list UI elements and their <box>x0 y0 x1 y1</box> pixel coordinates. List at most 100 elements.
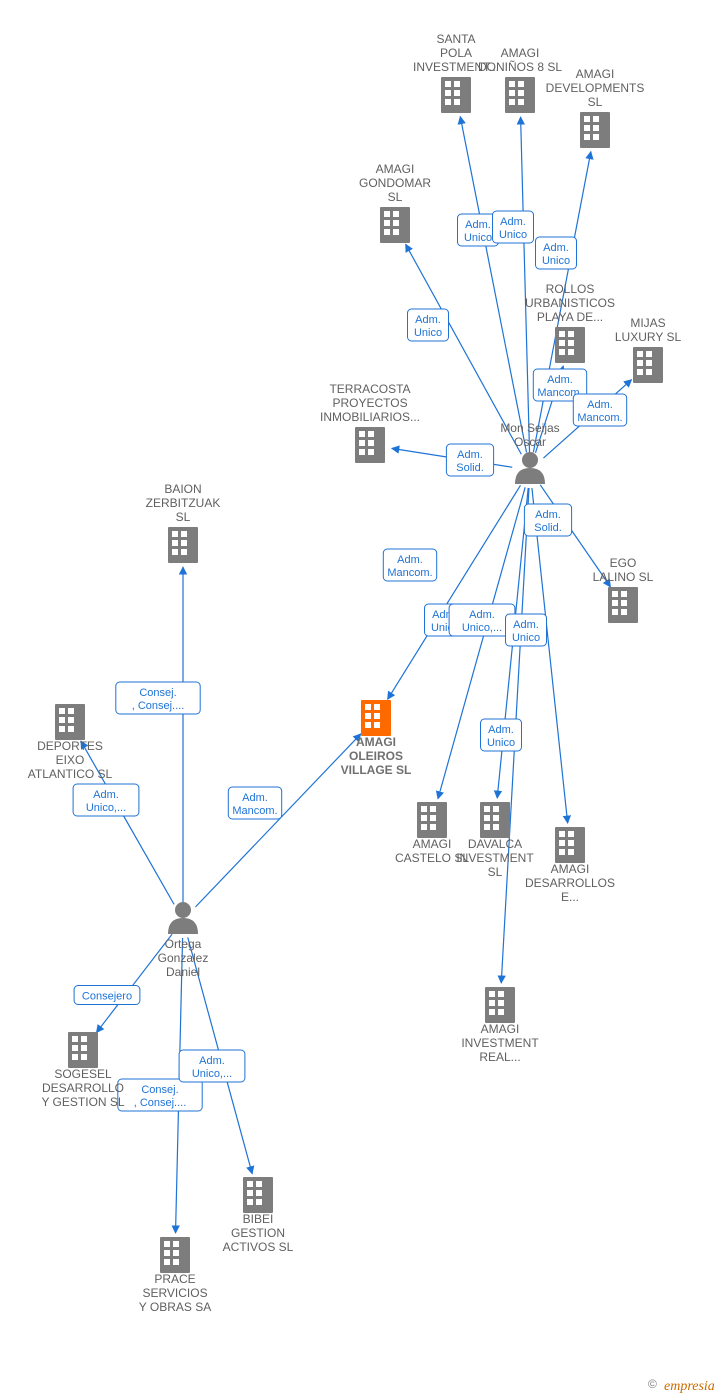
company-node[interactable]: MIJASLUXURY SL <box>615 316 682 383</box>
company-node[interactable]: AMAGIOLEIROSVILLAGE SL <box>341 700 412 777</box>
edge-label: Unico,... <box>462 622 502 634</box>
node-label: INVESTMENT <box>456 851 534 865</box>
node-label: BAION <box>164 482 201 496</box>
edge-label: Adm. <box>469 609 495 621</box>
edge <box>81 741 174 904</box>
node-label: SL <box>588 95 603 109</box>
edge-label: Adm. <box>547 374 573 386</box>
node-label: E... <box>561 890 579 904</box>
node-label: DESARROLLOS <box>525 876 615 890</box>
node-label: Oscar <box>514 435 546 449</box>
building-icon <box>168 527 198 563</box>
node-label: DAVALCA <box>468 837 522 851</box>
copyright-symbol: © <box>648 1377 657 1391</box>
node-label: GONDOMAR <box>359 176 431 190</box>
company-node[interactable]: AMAGIGONDOMARSL <box>359 162 431 243</box>
edge-label: Solid. <box>534 522 562 534</box>
company-node[interactable]: AMAGIDEVELOPMENTSSL <box>546 67 645 148</box>
node-label: SL <box>488 865 503 879</box>
edge-label: Unico <box>464 232 492 244</box>
node-label: SERVICIOS <box>142 1286 207 1300</box>
edge-label: Mancom. <box>577 412 622 424</box>
node-label: AMAGI <box>501 46 540 60</box>
building-icon <box>555 327 585 363</box>
node-label: Y OBRAS SA <box>139 1300 211 1314</box>
node-label: GESTION <box>231 1226 285 1240</box>
company-node[interactable]: SOGESELDESARROLLOY GESTION SL <box>41 1032 124 1109</box>
node-label: SOGESEL <box>54 1067 112 1081</box>
node-label: ZERBITZUAK <box>146 496 221 510</box>
edge-label: Adm. <box>587 399 613 411</box>
edge-label: Adm. <box>513 619 539 631</box>
edge <box>532 488 568 823</box>
node-label: ROLLOS <box>546 282 595 296</box>
building-icon <box>608 587 638 623</box>
building-icon <box>68 1032 98 1068</box>
company-node[interactable]: BIBEIGESTIONACTIVOS SL <box>223 1177 294 1254</box>
edge-label: Adm. <box>465 219 491 231</box>
node-label: SANTA <box>436 32 475 46</box>
building-icon <box>555 827 585 863</box>
edge-label: Adm. <box>93 789 119 801</box>
person-node[interactable]: OrtegaGonzalezDaniel <box>158 902 209 979</box>
node-label: SL <box>388 190 403 204</box>
node-label: AMAGI <box>576 67 615 81</box>
node-label: BIBEI <box>243 1212 274 1226</box>
edge-label: Adm. <box>543 242 569 254</box>
node-label: ATLANTICO SL <box>28 767 113 781</box>
company-node[interactable]: BAIONZERBITZUAKSL <box>146 482 221 563</box>
edge-label: Solid. <box>456 462 484 474</box>
edge <box>460 117 526 453</box>
edge-label: Unico <box>487 737 515 749</box>
building-icon <box>160 1237 190 1273</box>
company-node[interactable]: AMAGIINVESTMENTREAL... <box>461 987 539 1064</box>
building-icon <box>505 77 535 113</box>
node-label: LUXURY SL <box>615 330 682 344</box>
node-label: ACTIVOS SL <box>223 1240 294 1254</box>
company-node[interactable]: PRACESERVICIOSY OBRAS SA <box>139 1237 211 1314</box>
node-label: Y GESTION SL <box>41 1095 124 1109</box>
network-diagram: Adm.UnicoAdm.UnicoAdm.UnicoAdm.UnicoAdm.… <box>0 0 728 1400</box>
edge-label: Consej. <box>141 1084 178 1096</box>
building-icon <box>633 347 663 383</box>
node-label: AMAGI <box>551 862 590 876</box>
company-node[interactable]: AMAGIDESARROLLOSE... <box>525 827 615 904</box>
node-label: DESARROLLO <box>42 1081 124 1095</box>
node-label: AMAGI <box>413 837 452 851</box>
edge <box>388 485 521 699</box>
company-node[interactable]: ROLLOSURBANISTICOSPLAYA DE... <box>525 282 615 363</box>
edge <box>96 934 172 1032</box>
edge-label: Consejero <box>82 991 132 1003</box>
company-node[interactable]: AMAGIDONIÑOS 8 SL <box>478 46 562 113</box>
node-label: DEVELOPMENTS <box>546 81 645 95</box>
node-label: POLA <box>440 46 472 60</box>
node-label: PROYECTOS <box>332 396 407 410</box>
node-label: TERRACOSTA <box>329 382 410 396</box>
node-label: PLAYA DE... <box>537 310 603 324</box>
edge-label: Adm. <box>457 449 483 461</box>
edge-label: Mancom. <box>387 567 432 579</box>
node-label: Ortega <box>165 937 202 951</box>
edge <box>195 734 360 907</box>
node-label: OLEIROS <box>349 749 403 763</box>
company-node[interactable]: DEPORTESEIXOATLANTICO SL <box>28 704 113 781</box>
building-icon <box>580 112 610 148</box>
node-label: AMAGI <box>376 162 415 176</box>
person-node[interactable]: Mon SeijasOscar <box>500 421 559 484</box>
edge-label: Unico <box>512 632 540 644</box>
node-label: Mon Seijas <box>500 421 559 435</box>
edge-label: Adm. <box>199 1055 225 1067</box>
edge-label: Adm. <box>535 509 561 521</box>
edge-label: , Consej.... <box>134 1097 187 1109</box>
building-icon <box>243 1177 273 1213</box>
node-label: MIJAS <box>630 316 665 330</box>
building-icon <box>380 207 410 243</box>
company-node[interactable]: EGOLALINO SL <box>593 556 654 623</box>
node-label: DONIÑOS 8 SL <box>478 60 562 74</box>
edge-label: , Consej.... <box>132 700 185 712</box>
company-node[interactable]: DAVALCAINVESTMENTSL <box>456 802 534 879</box>
edge-label: Unico <box>414 327 442 339</box>
edge-label: Mancom. <box>232 805 277 817</box>
node-label: Gonzalez <box>158 951 209 965</box>
building-icon <box>485 987 515 1023</box>
